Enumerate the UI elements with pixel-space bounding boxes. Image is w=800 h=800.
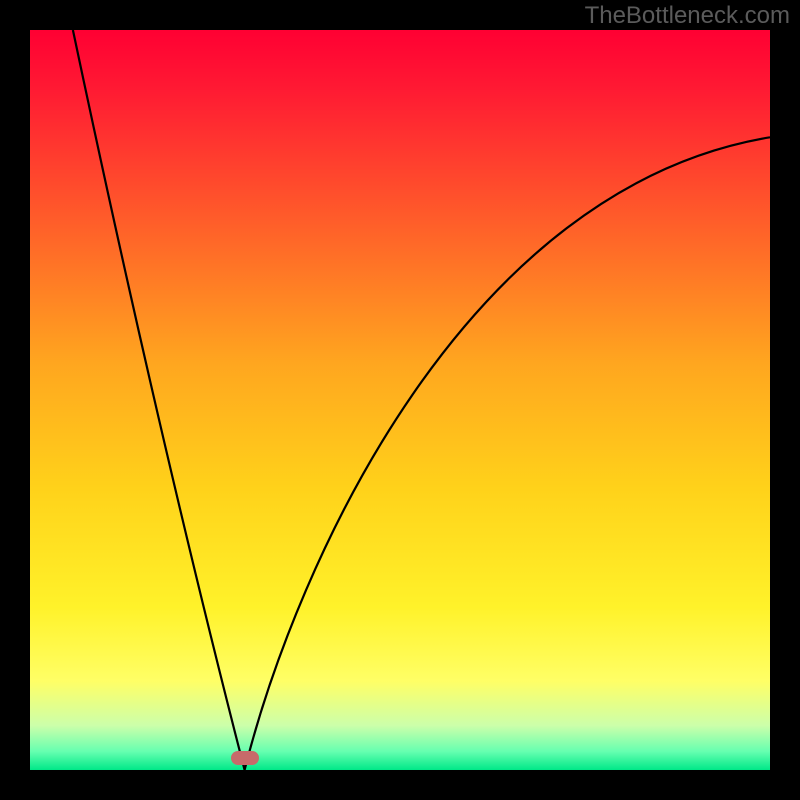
apex-marker xyxy=(231,751,259,765)
bottleneck-curve xyxy=(73,30,770,770)
chart-container: TheBottleneck.com xyxy=(0,0,800,800)
curve-overlay xyxy=(30,30,770,770)
watermark-text: TheBottleneck.com xyxy=(585,2,790,30)
plot-area xyxy=(30,30,770,770)
